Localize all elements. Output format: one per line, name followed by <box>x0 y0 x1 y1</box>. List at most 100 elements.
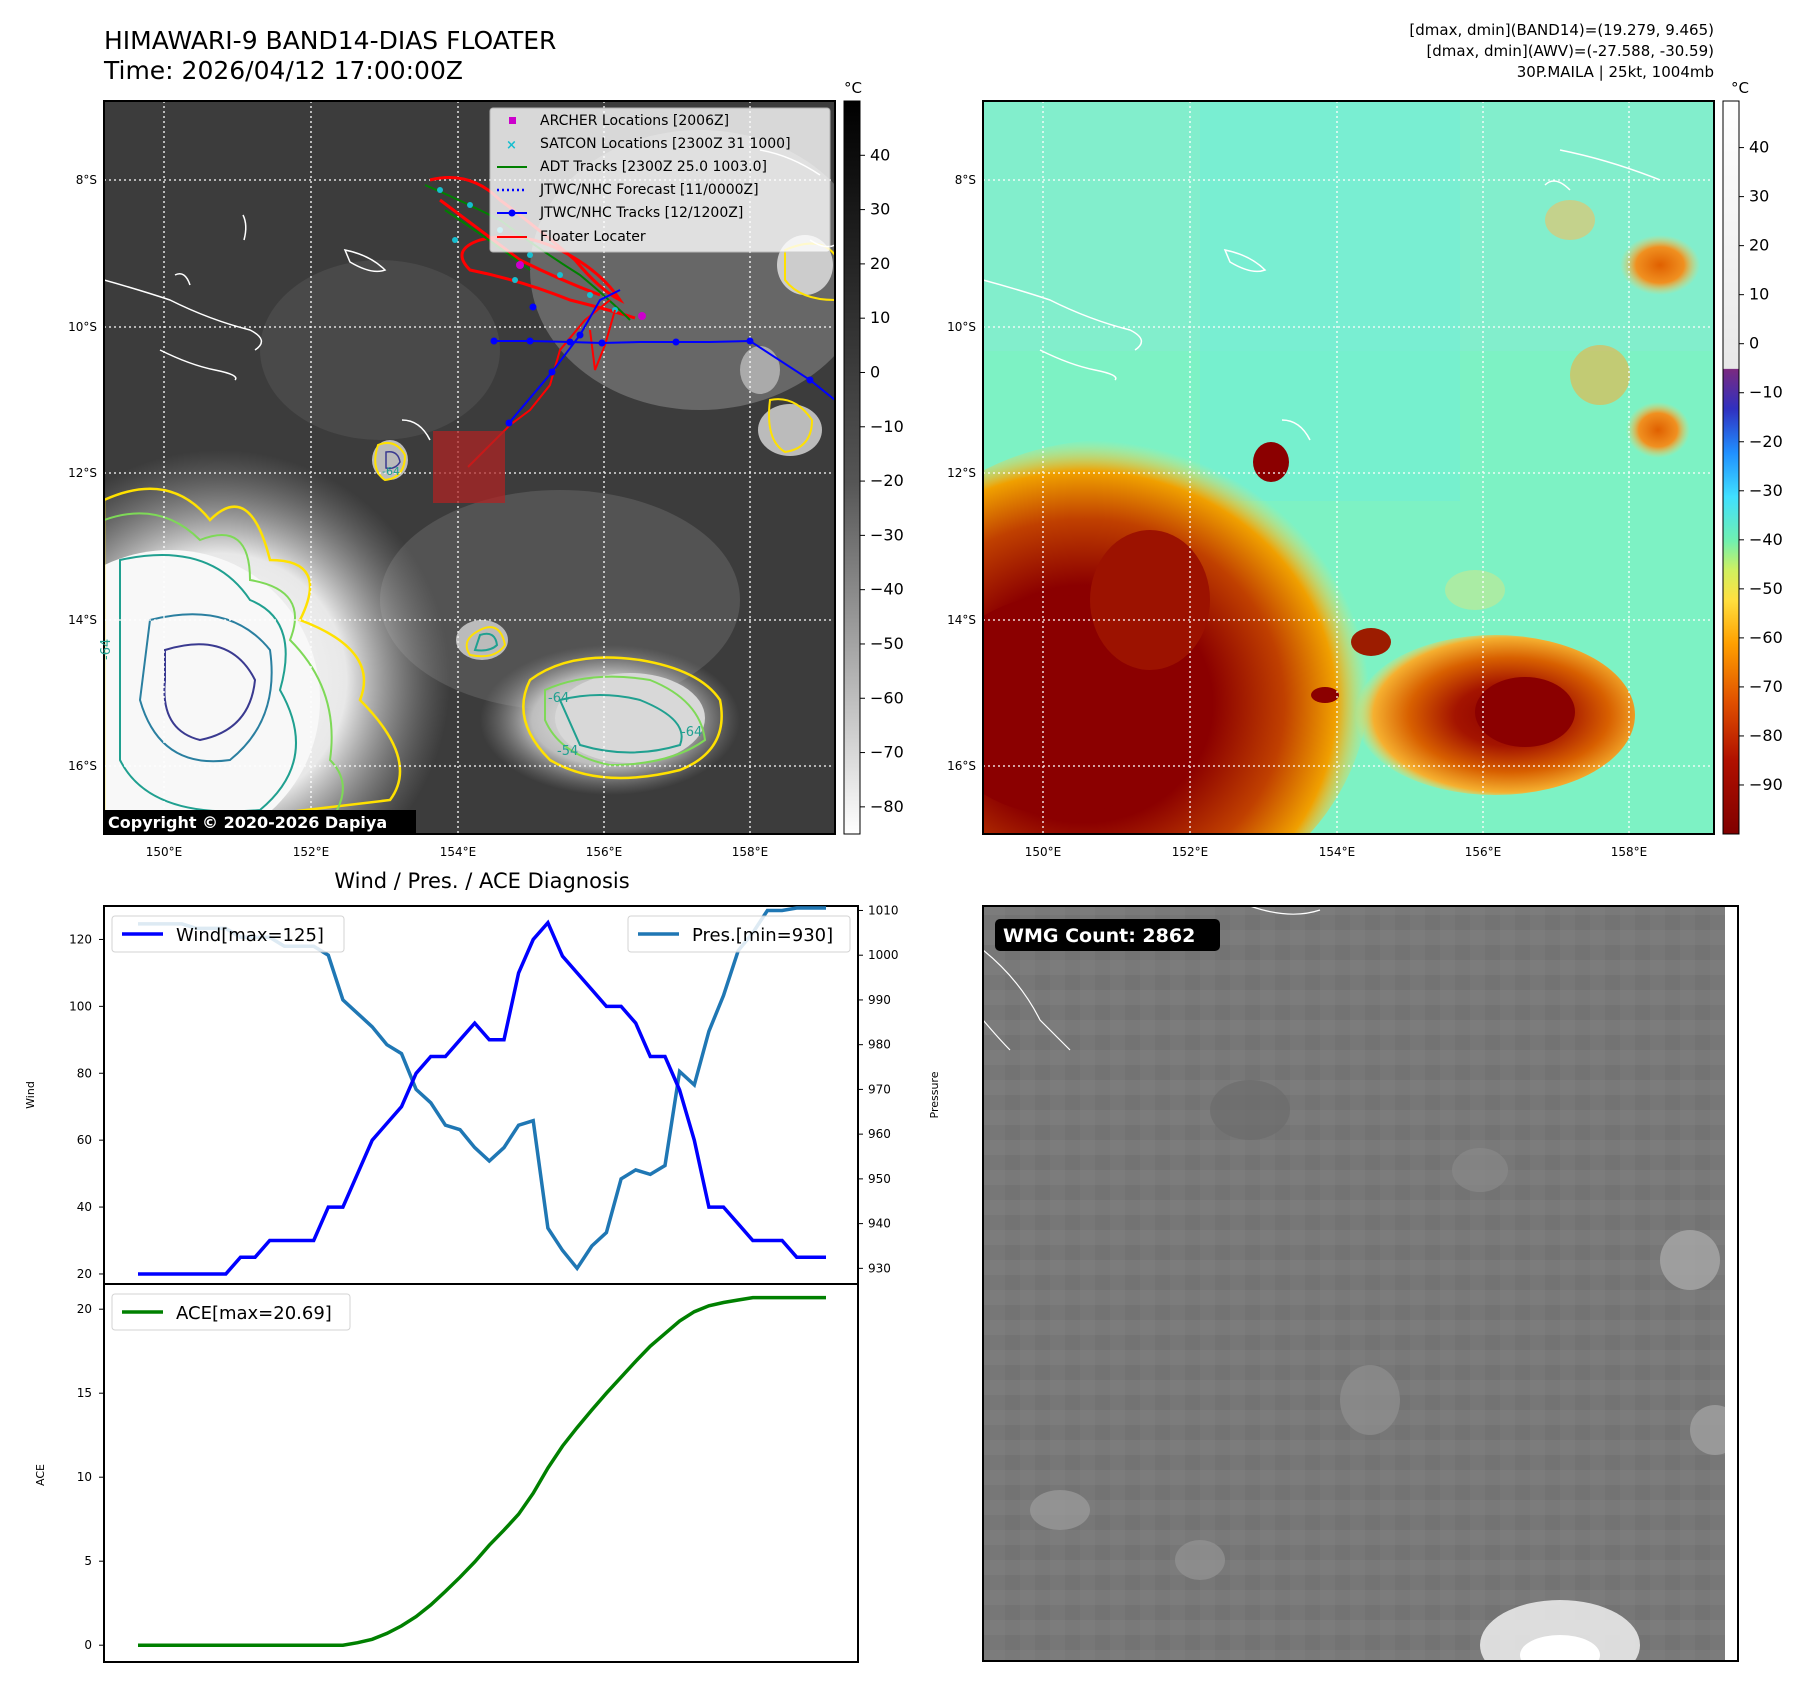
color-colorbar <box>1722 100 1740 835</box>
track-legend: ARCHER Locations [2006Z] × SATCON Locati… <box>489 107 831 253</box>
colorbar-tick-label: 10 <box>870 308 890 327</box>
lon-label: 150°E <box>146 845 183 859</box>
figure-time: Time: 2026/04/12 17:00:00Z <box>104 56 463 85</box>
colorbar-tick-label: −90 <box>1749 775 1783 794</box>
wind-tick-label: 120 <box>69 932 92 946</box>
color-lat-labels: 8°S 10°S 12°S 14°S 16°S <box>947 173 976 773</box>
wmg-count-label: WMG Count: 2862 <box>1003 925 1195 947</box>
lon-label: 154°E <box>1319 845 1356 859</box>
pressure-tick-label: 980 <box>868 1038 891 1052</box>
lat-label: 12°S <box>947 466 976 480</box>
legend-archer: ARCHER Locations [2006Z] <box>540 113 729 129</box>
ace-tick-label: 15 <box>77 1386 92 1400</box>
ace-tick-label: 10 <box>77 1470 92 1484</box>
ir-map-panel: -64 -64 -64 -54 -64 Copyright © 2020-202… <box>68 79 904 859</box>
colorbar-tick-label: 20 <box>870 254 890 273</box>
ace-plot <box>103 1283 859 1663</box>
pressure-tick-label: 960 <box>868 1127 891 1141</box>
lon-label: 152°E <box>293 845 330 859</box>
contour-label: -64 <box>548 691 569 706</box>
color-map-panel: 8°S 10°S 12°S 14°S 16°S 150°E 152°E 154°… <box>947 79 1783 859</box>
colorbar-tick-label: −50 <box>870 634 904 653</box>
figure-title: HIMAWARI-9 BAND14-DIAS FLOATER <box>104 26 557 55</box>
colorbar-tick-label: −80 <box>1749 726 1783 745</box>
lon-label: 156°E <box>1465 845 1502 859</box>
colorbar-tick-label: −30 <box>870 525 904 544</box>
pressure-axis-label: Pressure <box>928 1071 941 1118</box>
pressure-tick-label: 930 <box>868 1261 891 1275</box>
ace-series-line <box>138 1295 826 1647</box>
ace-legend-box <box>111 1293 351 1331</box>
floater-locater-box <box>433 431 505 503</box>
colorbar-tick-label: −70 <box>870 743 904 762</box>
wind-tick-label: 60 <box>77 1133 92 1147</box>
lon-label: 150°E <box>1025 845 1062 859</box>
lon-label: 158°E <box>732 845 769 859</box>
wind-tick-label: 20 <box>77 1267 92 1281</box>
copyright-text: Copyright © 2020-2026 Dapiya <box>108 813 387 832</box>
ace-marks: 0 5 10 15 20 <box>77 1295 826 1652</box>
pressure-tick-label: 1000 <box>868 948 899 962</box>
colorbar-tick-label: 40 <box>870 145 890 164</box>
color-map-frame <box>982 100 1715 835</box>
ir-lon-labels: 150°E 152°E 154°E 156°E 158°E <box>146 845 769 859</box>
contour-label: -64 <box>382 465 400 478</box>
info-band14: [dmax, dmin](BAND14)=(19.279, 9.465) <box>1409 21 1714 39</box>
colorbar-tick-label: 10 <box>1749 285 1769 304</box>
colorbar-tick-label: 0 <box>870 362 880 381</box>
colorbar-tick-label: −20 <box>870 471 904 490</box>
contour-label: -64 <box>681 725 702 740</box>
color-cloud-field <box>983 101 1714 834</box>
pressure-tick-label: 940 <box>868 1217 891 1231</box>
wind-legend-label: Wind[max=125] <box>176 925 324 946</box>
colorbar-tick-label: 40 <box>1749 138 1769 157</box>
lat-label: 10°S <box>947 320 976 334</box>
wmg-image <box>983 906 1738 1661</box>
colorbar-tick-label: −40 <box>870 580 904 599</box>
color-colorbar-unit: °C <box>1731 79 1749 97</box>
wind-axis-label: Wind <box>24 1081 37 1109</box>
lat-label: 14°S <box>947 613 976 627</box>
ace-tick-label: 0 <box>84 1638 92 1652</box>
wind-pressure-plot <box>103 905 859 1285</box>
colorbar-tick-label: −50 <box>1749 579 1783 598</box>
colorbar-tick-label: 20 <box>1749 236 1769 255</box>
archer-marker-icon <box>509 117 516 124</box>
lat-label: 10°S <box>68 320 97 334</box>
info-storm: 30P.MAILA | 25kt, 1004mb <box>1516 63 1714 81</box>
colorbar-tick-label: −30 <box>1749 481 1783 500</box>
wmg-panel: WMG Count: 2862 <box>982 905 1739 1662</box>
lat-label: 14°S <box>68 613 97 627</box>
colorbar-tick-label: −10 <box>1749 383 1783 402</box>
lon-label: 154°E <box>440 845 477 859</box>
colorbar-tick-label: 30 <box>1749 187 1769 206</box>
lon-label: 152°E <box>1172 845 1209 859</box>
copyright-badge <box>104 810 416 834</box>
pressure-tick-label: 970 <box>868 1082 891 1096</box>
pressure-tick-label: 990 <box>868 993 891 1007</box>
lat-label: 16°S <box>68 759 97 773</box>
legend-jtwc-forecast: JTWC/NHC Forecast [11/0000Z] <box>539 182 759 198</box>
contour-label: -64 <box>99 639 114 660</box>
pressure-tick-label: 1010 <box>868 903 899 917</box>
info-awv: [dmax, dmin](AWV)=(-27.588, -30.59) <box>1426 42 1714 60</box>
legend-floater: Floater Locater <box>540 229 646 245</box>
wind-tick-label: 80 <box>77 1066 92 1080</box>
pressure-tick-label: 950 <box>868 1172 891 1186</box>
ace-axis-label: ACE <box>34 1464 47 1486</box>
wmg-texture <box>983 906 1738 1661</box>
wind-tick-label: 100 <box>69 999 92 1013</box>
lat-label: 8°S <box>955 173 976 187</box>
legend-satcon: SATCON Locations [2300Z 31 1000] <box>540 136 791 152</box>
colorbar-tick-label: 30 <box>870 200 890 219</box>
wind-tick-label: 40 <box>77 1200 92 1214</box>
lon-label: 156°E <box>586 845 623 859</box>
ace-tick-label: 5 <box>84 1554 92 1568</box>
color-colorbar-ticks: 40 30 20 10 0 −10 −20 −30 −40 −50 −60 −70 −80 −90 <box>1739 138 1783 794</box>
ir-map-frame <box>103 100 836 835</box>
colorbar-tick-label: −60 <box>1749 628 1783 647</box>
lat-label: 12°S <box>68 466 97 480</box>
ir-lat-labels: 8°S 10°S 12°S 14°S 16°S <box>68 173 97 773</box>
ir-cloud-field <box>104 101 835 834</box>
